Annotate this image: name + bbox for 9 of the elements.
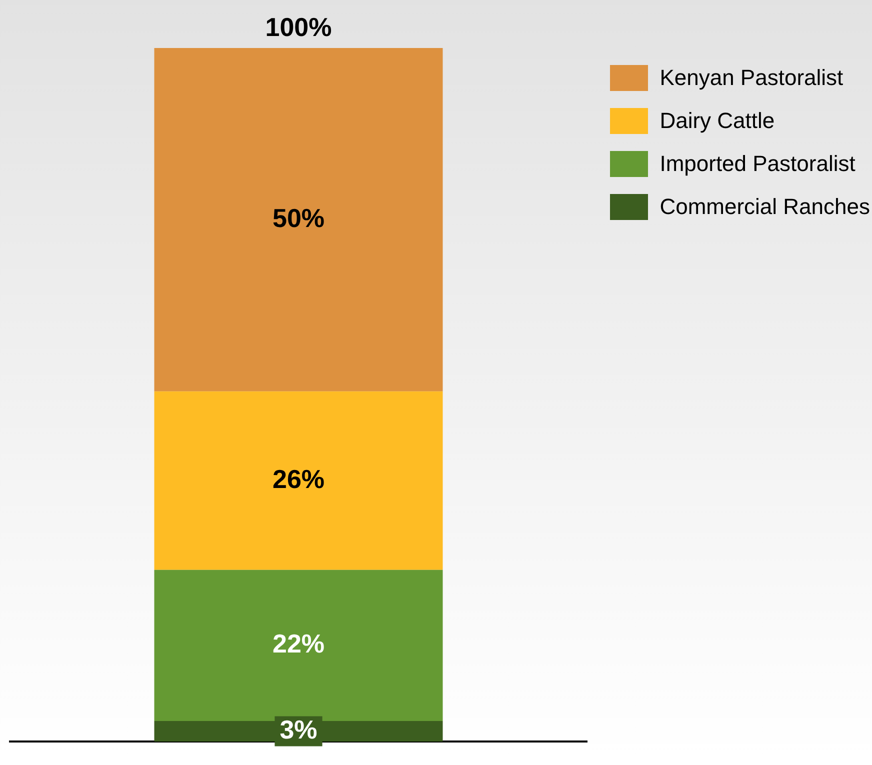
legend-label: Dairy Cattle (660, 108, 775, 134)
data-label: 3% (280, 714, 318, 744)
data-label: 26% (272, 464, 325, 494)
total-label: 100% (265, 12, 332, 42)
legend-label: Imported Pastoralist (660, 150, 856, 176)
data-label: 22% (272, 628, 325, 659)
data-label: 50% (272, 202, 325, 233)
legend-label: Kenyan Pastoralist (660, 64, 844, 90)
legend-label: Commercial Ranches (660, 194, 870, 220)
